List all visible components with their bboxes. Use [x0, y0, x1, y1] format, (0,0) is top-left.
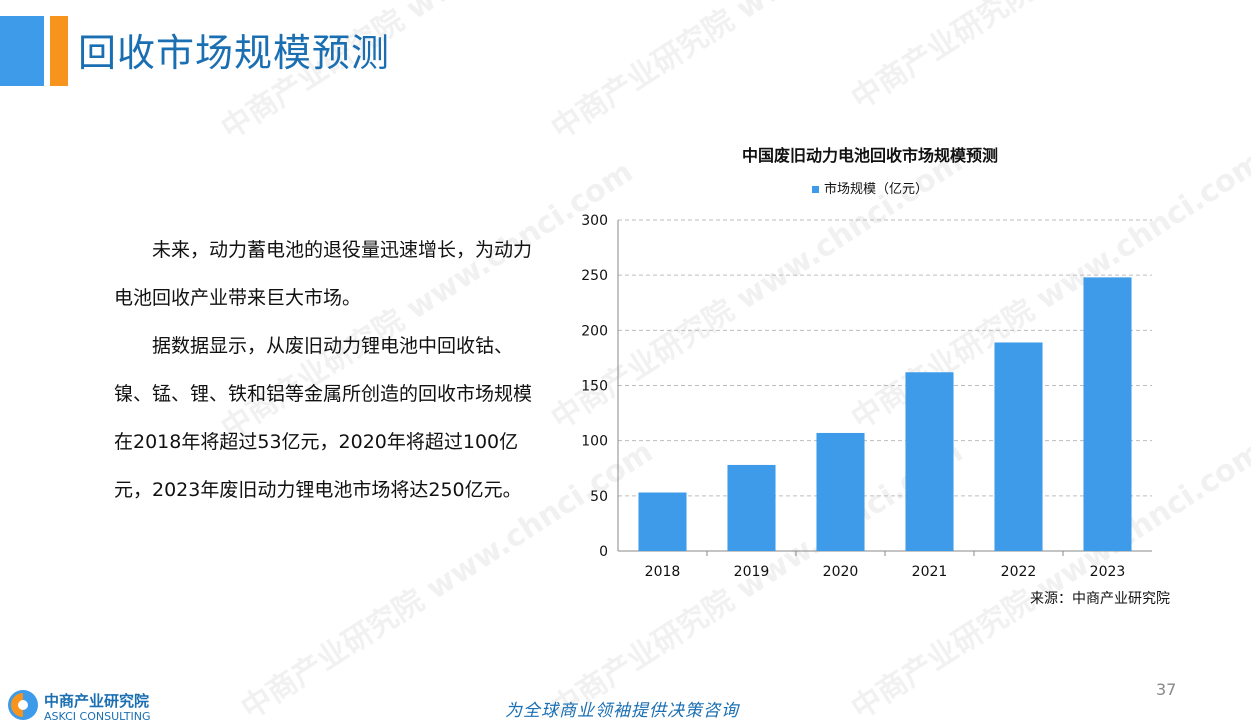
logo-name-cn: 中商产业研究院 — [44, 692, 150, 710]
bar-2018 — [638, 492, 687, 551]
y-tick-label: 50 — [590, 489, 608, 505]
title-accent-bar-orange — [50, 16, 68, 86]
bar-2021 — [905, 372, 954, 551]
slogan: 为全球商业领袖提供决策咨询 — [505, 701, 739, 721]
legend-swatch — [811, 186, 819, 193]
y-tick-label: 150 — [581, 379, 608, 395]
svg-text:中商产业研究院 www.chnci.com: 中商产业研究院 www.chnci.com — [845, 0, 1251, 117]
page-number: 37 — [1156, 680, 1177, 699]
svg-text:中商产业研究院 www.chnci.com: 中商产业研究院 www.chnci.com — [545, 0, 969, 147]
body-paragraph-1: 未来，动力蓄电池的退役量迅速增长，为动力电池回收产业带来巨大市场。 — [114, 239, 533, 309]
body-text: 未来，动力蓄电池的退役量迅速增长，为动力电池回收产业带来巨大市场。 据数据显示，… — [114, 226, 546, 514]
title-accent-bar-blue — [0, 16, 44, 86]
chart-legend: 市场规模（亿元） — [610, 178, 1130, 197]
x-tick-label: 2022 — [1001, 564, 1037, 580]
bar-2019 — [727, 464, 776, 551]
source-note: 来源：中商产业研究院 — [1030, 591, 1170, 607]
logo-icon — [8, 690, 38, 720]
y-tick-label: 250 — [581, 268, 608, 284]
bar-2022 — [994, 342, 1043, 551]
y-tick-label: 300 — [581, 213, 608, 229]
x-tick-label: 2023 — [1090, 564, 1126, 580]
bar-2023 — [1083, 277, 1132, 551]
body-paragraph-2: 据数据显示，从废旧动力锂电池中回收钴、镍、锰、锂、铁和铝等金属所创造的回收市场规… — [114, 335, 533, 501]
y-tick-label: 200 — [581, 323, 608, 339]
bar-chart: 0 50 100 150 200 250 300 2018 2019 2020 2021 2022 20… — [581, 213, 1152, 580]
logo-name-en: ASKCI CONSULTING — [44, 710, 151, 723]
bar-2020 — [816, 432, 865, 551]
chart-title: 中国废旧动力电池回收市场规模预测 — [741, 146, 998, 165]
x-tick-label: 2020 — [823, 564, 859, 580]
y-tick-label: 0 — [599, 544, 608, 560]
x-tick-label: 2021 — [912, 564, 948, 580]
legend-label: 市场规模（亿元） — [823, 182, 928, 197]
x-tick-label: 2018 — [645, 564, 681, 580]
x-tick-label: 2019 — [734, 564, 770, 580]
page-title: 回收市场规模预测 — [78, 31, 391, 75]
y-tick-label: 100 — [581, 434, 608, 450]
